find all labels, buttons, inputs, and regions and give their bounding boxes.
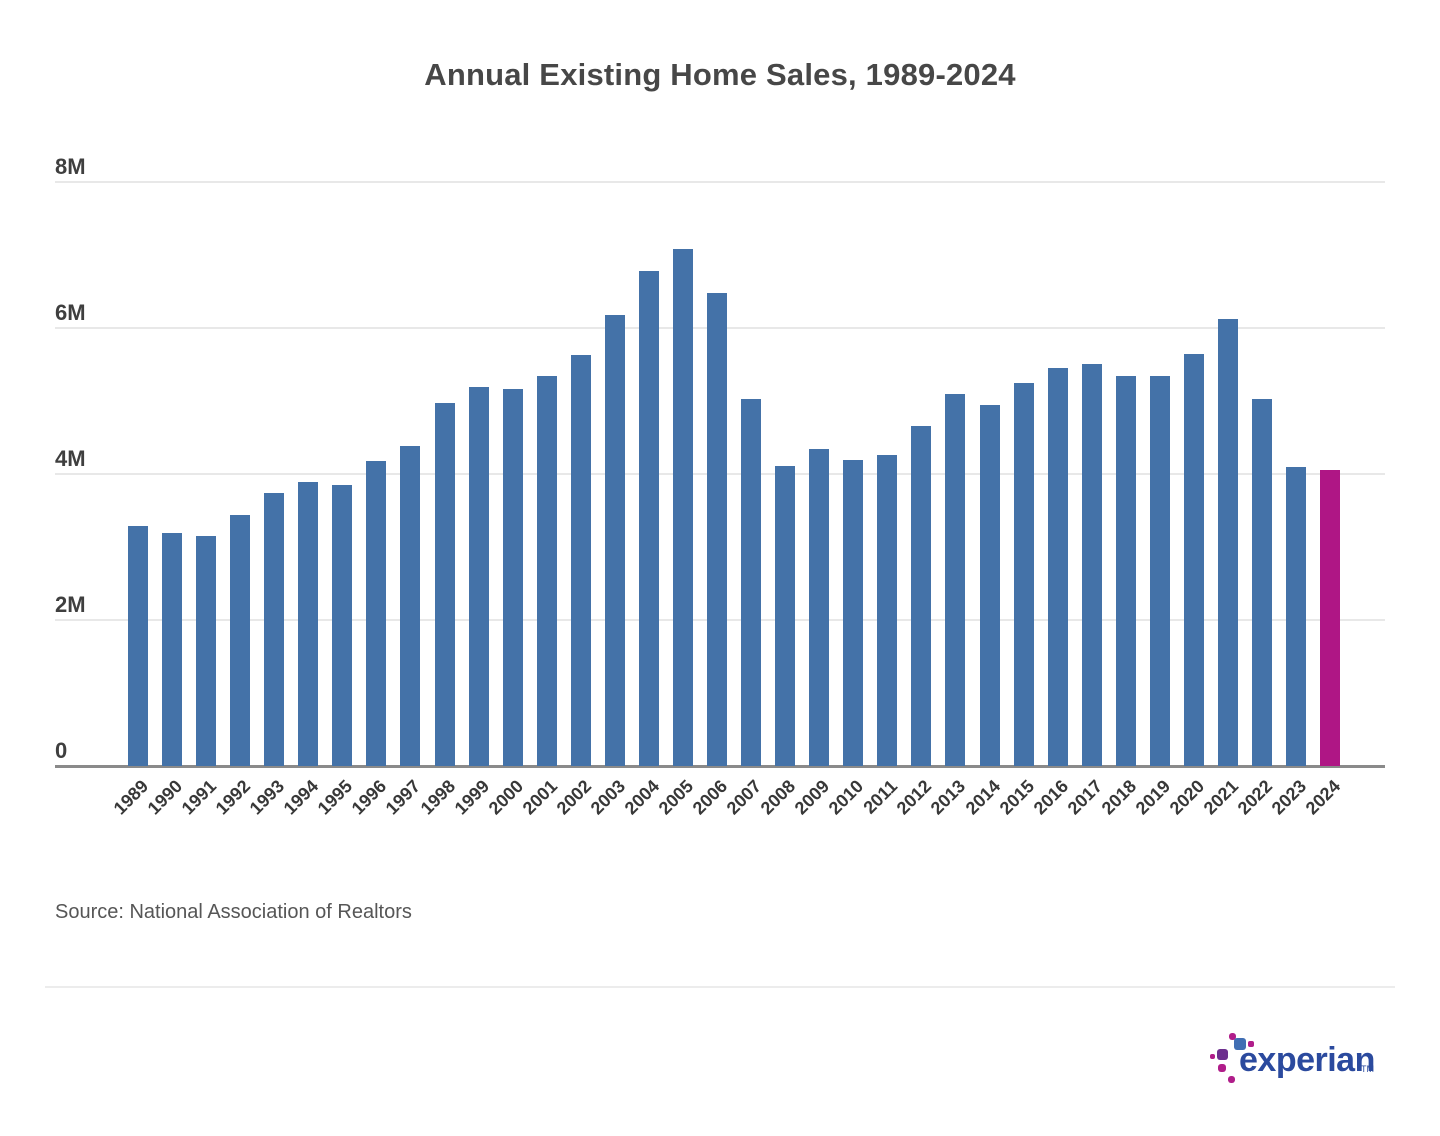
bar-2022 xyxy=(1252,399,1272,766)
y-axis-tick-label: 4M xyxy=(55,446,86,471)
source-note: Source: National Association of Realtors xyxy=(55,901,412,923)
bar-2011 xyxy=(877,455,897,766)
bar-2020 xyxy=(1184,354,1204,766)
logo-block-purple xyxy=(1217,1049,1228,1060)
bar-2010 xyxy=(843,460,863,766)
bar-chart-plot-area: 8M 6M 4M 2M 0 1989 1990 1991 1992 1993 1994 1995 199… xyxy=(55,154,1385,818)
bar-2023 xyxy=(1286,467,1306,766)
y-axis-tick-label: 0 xyxy=(55,738,68,763)
bar-1994 xyxy=(298,482,318,766)
bar-2016 xyxy=(1048,368,1068,766)
bar-1997 xyxy=(400,446,420,766)
logo-block-magenta-left xyxy=(1210,1054,1215,1059)
bar-1998 xyxy=(435,403,455,766)
bar-2012 xyxy=(911,426,931,766)
bar-2008 xyxy=(775,466,795,766)
logo-block-magenta-bottomleft xyxy=(1218,1064,1226,1072)
bar-2018 xyxy=(1116,376,1136,766)
experian-logo: experian TM xyxy=(1208,1028,1388,1108)
gridline-8M xyxy=(55,181,1385,183)
y-axis-tick-label: 6M xyxy=(55,300,86,325)
bar-1989 xyxy=(128,526,148,766)
bar-2024 xyxy=(1320,470,1340,766)
logo-block-magenta-top xyxy=(1229,1033,1236,1040)
y-axis-tick-label: 8M xyxy=(55,154,86,179)
bar-2009 xyxy=(809,449,829,766)
bar-1993 xyxy=(264,493,284,766)
bar-2006 xyxy=(707,293,727,766)
bar-2001 xyxy=(537,376,557,766)
bar-2005 xyxy=(673,249,693,766)
bar-1991 xyxy=(196,536,216,766)
bar-1995 xyxy=(332,485,352,766)
bar-1999 xyxy=(469,387,489,766)
bar-2019 xyxy=(1150,376,1170,766)
bar-2013 xyxy=(945,394,965,766)
footer-divider xyxy=(45,986,1395,988)
bar-2000 xyxy=(503,389,523,766)
logo-block-magenta-right xyxy=(1248,1041,1254,1047)
bar-1992 xyxy=(230,515,250,766)
y-axis-tick-label: 2M xyxy=(55,592,86,617)
logo-trademark: TM xyxy=(1361,1064,1374,1074)
bar-2003 xyxy=(605,315,625,766)
bar-2002 xyxy=(571,355,591,766)
bar-2004 xyxy=(639,271,659,766)
logo-block-magenta-bottom xyxy=(1228,1076,1235,1083)
bar-2021 xyxy=(1218,319,1238,766)
logo-block-blue xyxy=(1234,1038,1246,1050)
bar-2017 xyxy=(1082,364,1102,766)
chart-title: Annual Existing Home Sales, 1989-2024 xyxy=(424,57,1016,92)
logo-wordmark: experian xyxy=(1239,1041,1375,1079)
x-axis-line xyxy=(55,765,1385,768)
bar-2007 xyxy=(741,399,761,766)
bar-1990 xyxy=(162,533,182,766)
bar-1996 xyxy=(366,461,386,766)
bar-2015 xyxy=(1014,383,1034,766)
bar-2014 xyxy=(980,405,1000,766)
